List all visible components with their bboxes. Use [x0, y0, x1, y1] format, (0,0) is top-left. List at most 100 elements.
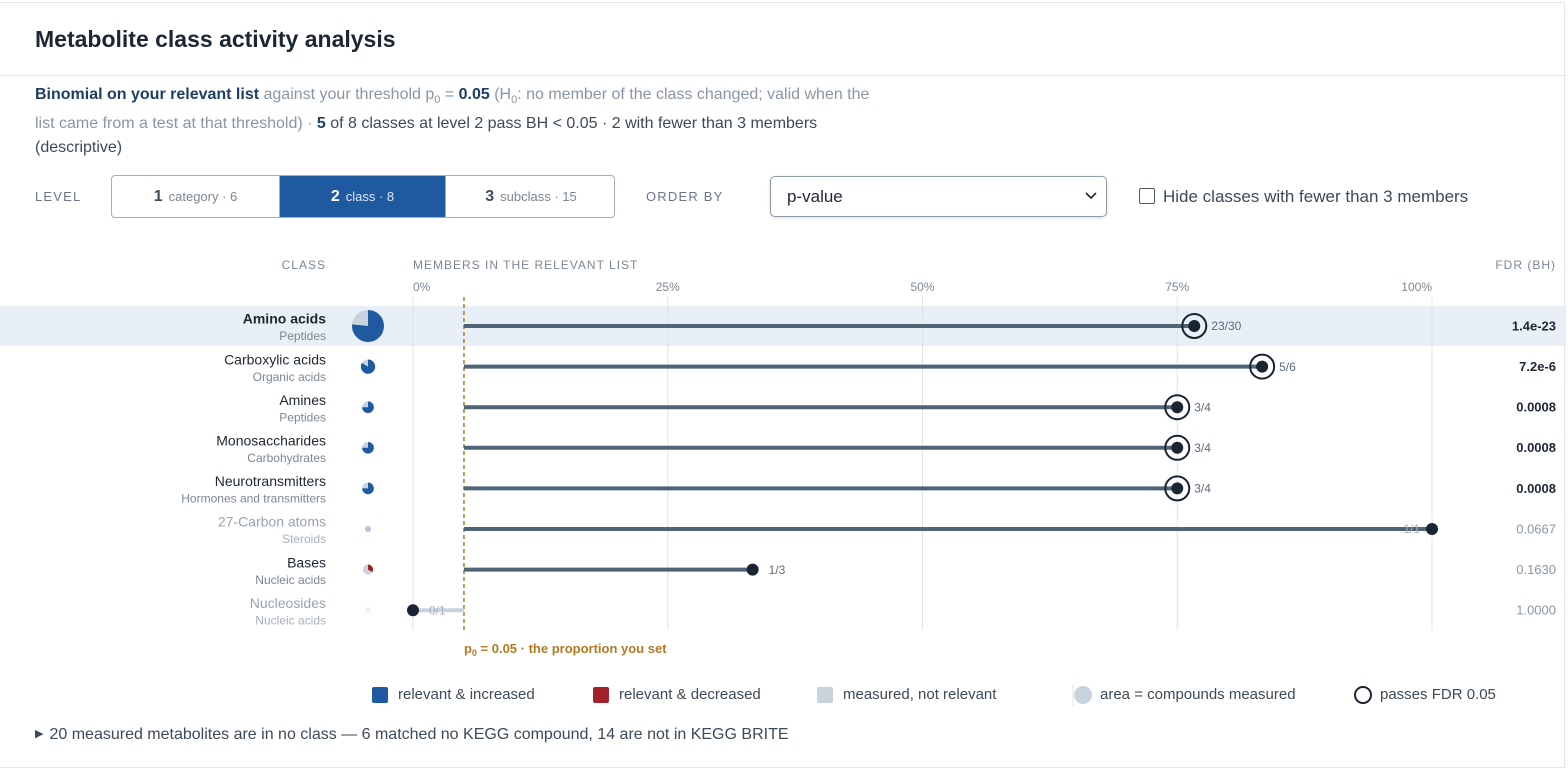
fdr-value: 0.0008 [1516, 400, 1556, 415]
checkbox-label: Hide classes with fewer than 3 members [1163, 187, 1469, 206]
level-button[interactable]: 2 class · 8 [280, 176, 446, 217]
dot [1171, 441, 1184, 454]
chevron [1085, 192, 1097, 200]
threshold-label-part: 0 [472, 648, 477, 658]
class-name: Carboxylic acids [224, 351, 326, 367]
legend-label: passes FDR 0.05 [1380, 686, 1496, 703]
pie [360, 359, 376, 374]
class-group: Nucleic acids [255, 613, 326, 627]
fdr-value: 0.0008 [1516, 440, 1556, 455]
threshold-label-part: p [464, 641, 472, 656]
value-label: 3/4 [1194, 400, 1211, 414]
pie [362, 564, 374, 575]
desc-part: 0 [511, 94, 518, 107]
class-header: CLASS [282, 258, 326, 272]
checkbox[interactable] [1139, 188, 1155, 204]
divider [0, 75, 1566, 76]
desc-part: against your threshold p [259, 86, 435, 103]
legend-label: area = compounds measured [1100, 686, 1296, 703]
desc-part: 0.05 [458, 86, 490, 103]
pie [365, 526, 371, 532]
class-name: Nucleosides [250, 595, 326, 611]
fdr-value: 7.2e-6 [1519, 359, 1556, 374]
footer-toggle[interactable]: ▶ 20 measured metabolites are in no class… [35, 726, 789, 743]
legend-label: measured, not relevant [843, 686, 997, 703]
legend-swatch [372, 687, 388, 703]
level-button[interactable]: 1 category · 6 [112, 176, 280, 217]
pie [362, 401, 374, 414]
value-label: 5/6 [1279, 360, 1296, 374]
level-number: 1 [153, 187, 163, 205]
class-name: Amines [279, 392, 326, 408]
value-label: 1/3 [769, 563, 786, 577]
class-name: Monosaccharides [216, 433, 326, 449]
dot [1188, 320, 1201, 332]
level-toggle: 1 category · 6 2 class · 8 3 subclass · 15 [111, 175, 615, 218]
class-group: Carbohydrates [247, 451, 326, 465]
order-select[interactable]: p-value [770, 176, 1107, 217]
class-name: Bases [287, 554, 326, 570]
value-label: 3/4 [1194, 482, 1211, 496]
pie-increased [362, 482, 374, 495]
threshold-label: p0 = 0.05 · the proportion you set [464, 641, 667, 658]
legend-swatch [817, 687, 833, 703]
footer-text: 20 measured metabolites are in no class … [49, 726, 789, 743]
class-group: Organic acids [253, 370, 326, 384]
dot [407, 604, 419, 617]
fdr-ring [1164, 434, 1191, 461]
fdr-value: 0.0008 [1516, 481, 1556, 496]
desc-part: 5 [316, 115, 326, 133]
pie-increased [362, 401, 374, 414]
value-label: 3/4 [1194, 441, 1211, 455]
fdr-header: FDR (BH) [1495, 258, 1556, 272]
class-name: Amino acids [243, 311, 326, 327]
class-group: Peptides [279, 329, 326, 343]
desc-part: Binomial on your relevant list [35, 86, 260, 103]
threshold-label-part: = 0.05 · the proportion you set [477, 641, 667, 656]
dot [1171, 401, 1184, 414]
pie-increased [362, 441, 374, 454]
value-label: 0/1 [429, 603, 446, 617]
legend-swatch [1074, 686, 1092, 704]
pie-increased [365, 526, 371, 532]
level-label: LEVEL [35, 189, 82, 204]
desc-part: = [440, 86, 459, 103]
pie-increased [352, 310, 384, 342]
value-label: 1/1 [1403, 522, 1420, 536]
class-group: Peptides [279, 410, 326, 424]
x-axis-label: MEMBERS IN THE RELEVANT LIST [413, 258, 638, 272]
dot [1256, 360, 1269, 373]
dot [1426, 523, 1438, 535]
level-number: 3 [485, 187, 495, 205]
x-tick-label: 50% [910, 280, 934, 294]
legend-swatch [593, 687, 609, 703]
fdr-value: 1.0000 [1516, 603, 1556, 618]
value-label: 23/30 [1211, 319, 1241, 333]
class-name: 27-Carbon atoms [218, 514, 326, 530]
order-label: ORDER BY [646, 189, 724, 204]
class-group: Steroids [282, 532, 326, 546]
desc-part: of 8 classes at level 2 pass BH < 0.05 ·… [35, 115, 818, 157]
fdr-ring [1164, 475, 1191, 502]
pie-decreased [368, 564, 374, 573]
legend-label: relevant & decreased [619, 686, 761, 703]
legend-label: relevant & increased [398, 686, 535, 703]
pie-measured [365, 607, 371, 614]
level-text: subclass · 15 [500, 189, 577, 204]
fdr-ring [1181, 313, 1208, 339]
pie-measured [365, 526, 371, 532]
level-text: class · 8 [345, 189, 395, 204]
fdr-value: 0.1630 [1516, 562, 1556, 577]
class-group: Nucleic acids [255, 573, 326, 587]
select-value: p-value [787, 187, 843, 206]
title: Metabolite class activity analysis [35, 26, 396, 52]
legend-swatch [1354, 686, 1372, 704]
x-tick-label: 25% [656, 280, 680, 294]
level-button[interactable]: 3 subclass · 15 [446, 176, 614, 217]
fdr-value: 1.4e-23 [1512, 318, 1556, 333]
desc-part: 0 [434, 94, 441, 107]
x-tick-label: 100% [1401, 280, 1432, 294]
description: Binomial on your relevant list against y… [35, 83, 875, 160]
